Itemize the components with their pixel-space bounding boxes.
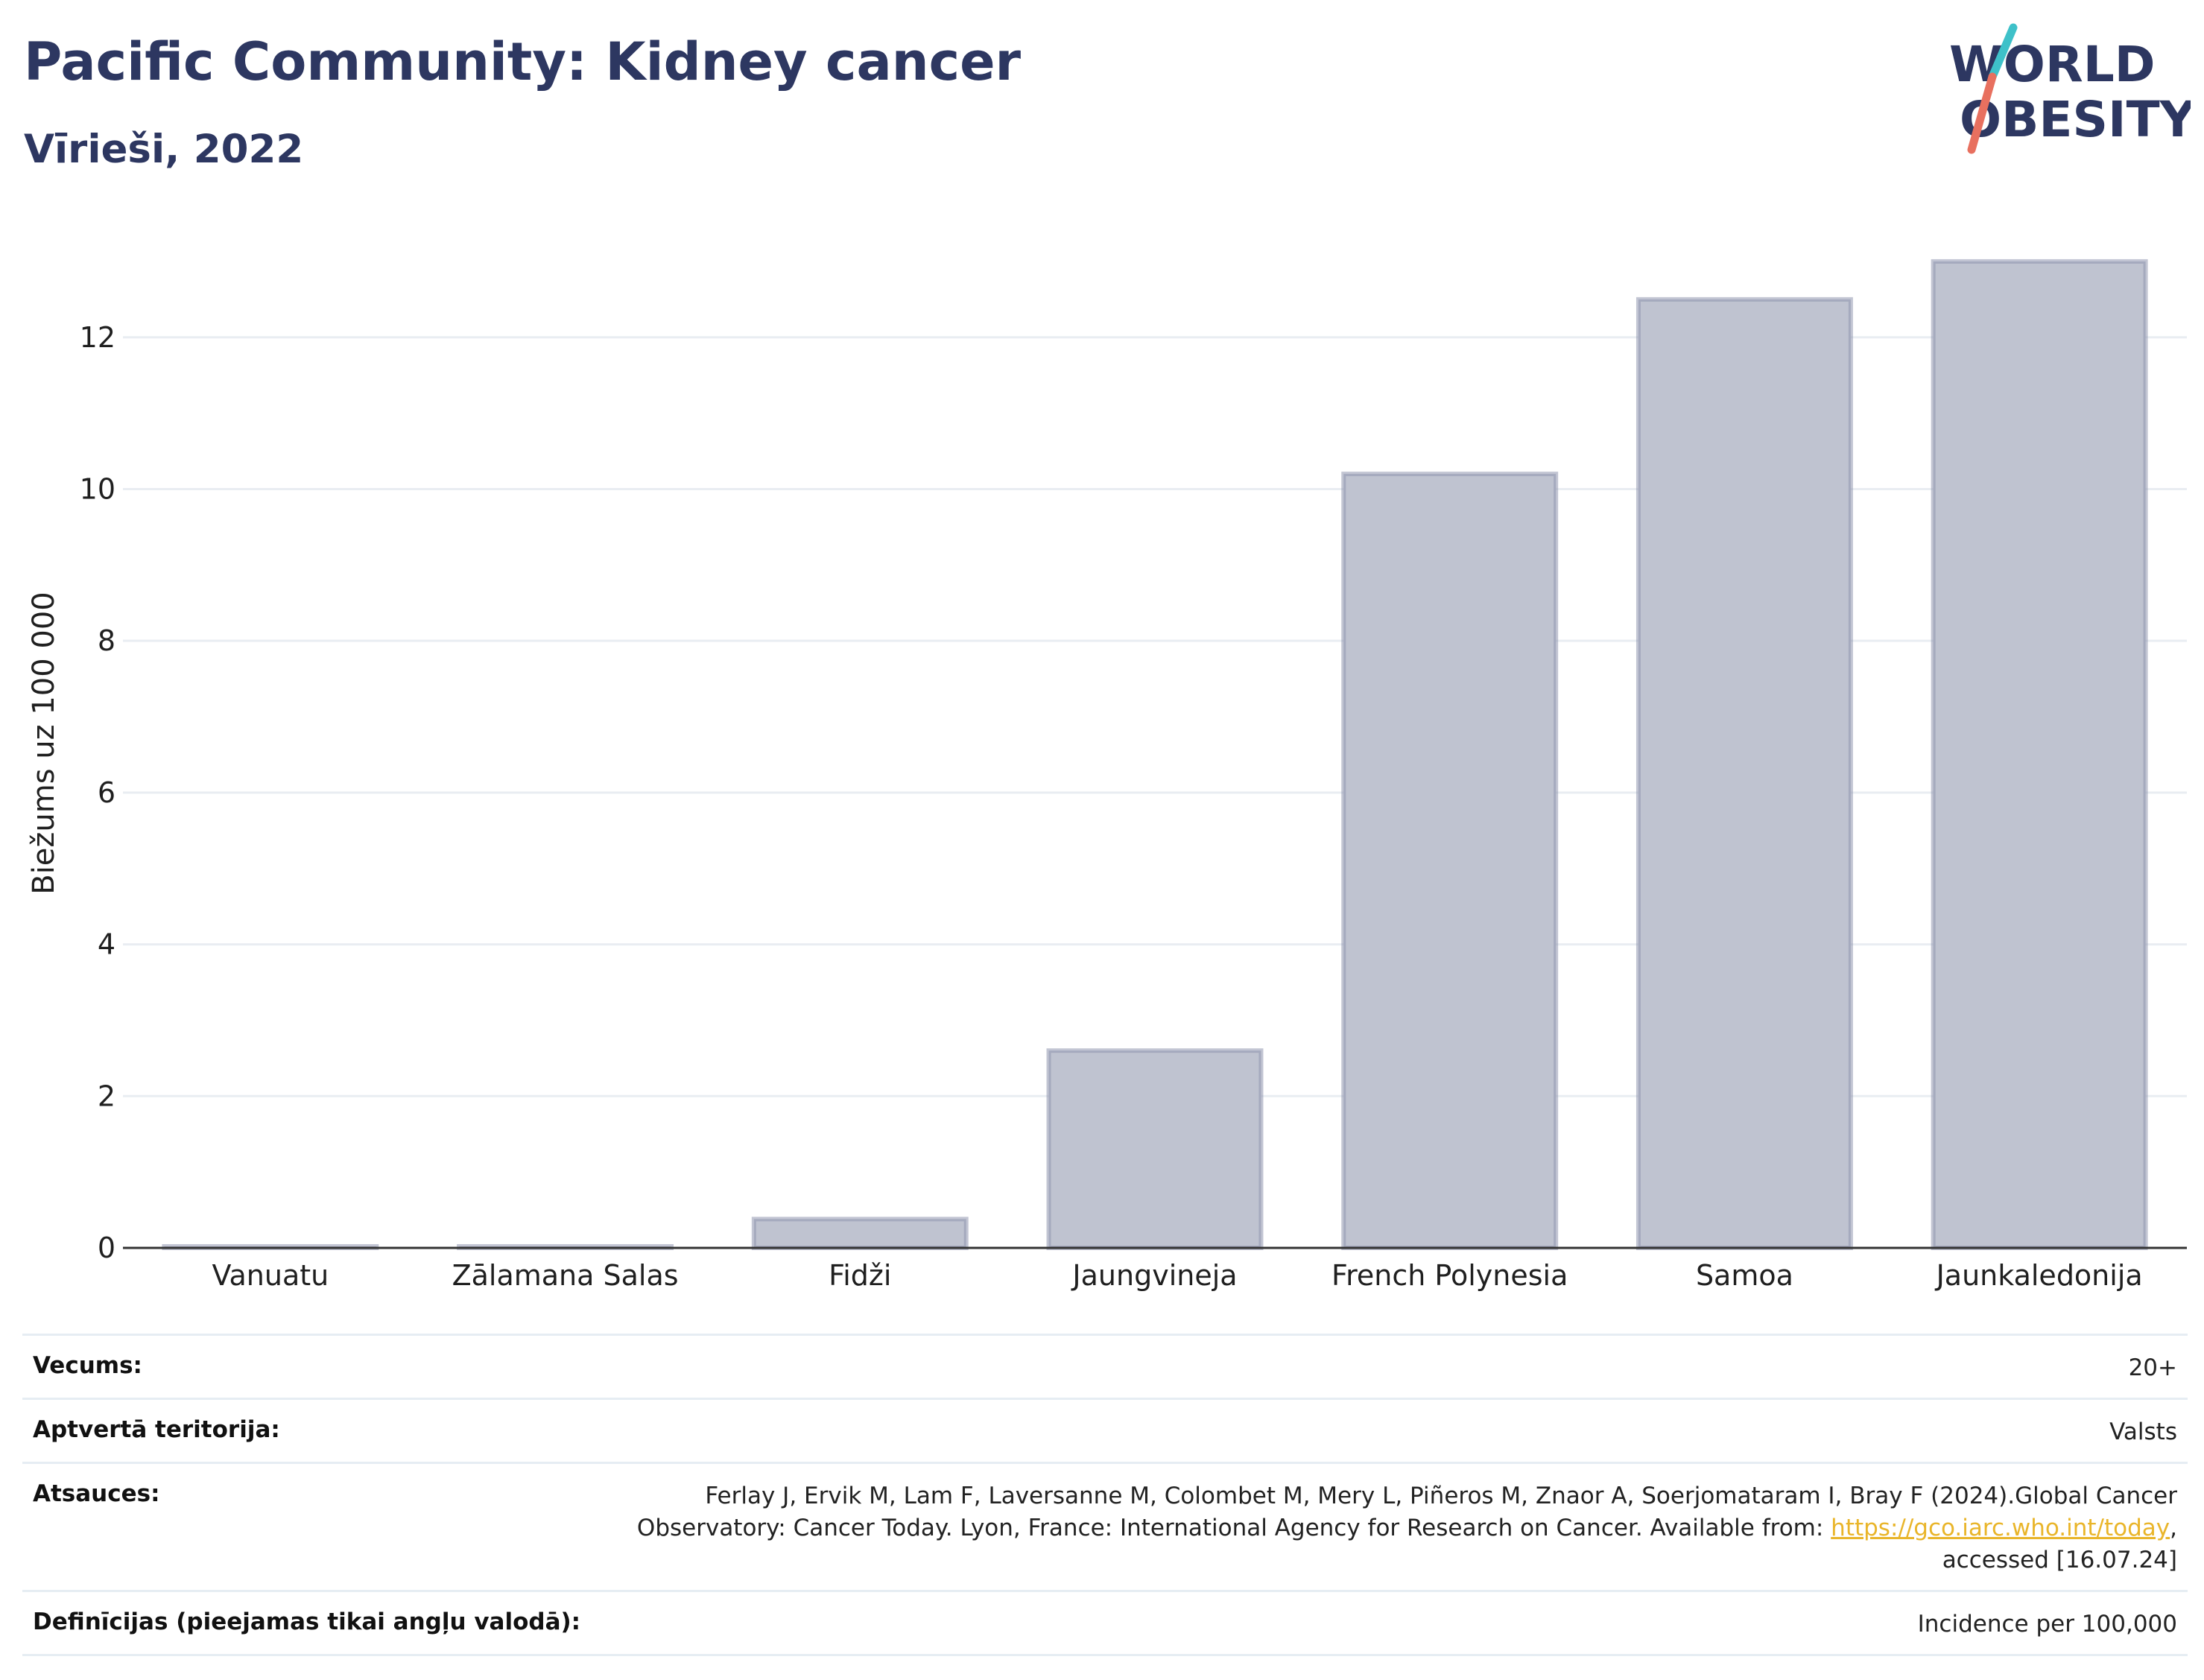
y-tick-label: 6: [98, 776, 115, 809]
y-tick-labels: 0 2 4 6 8 10 12: [80, 321, 115, 1264]
logo-line1: WORLD: [1949, 36, 2156, 93]
definitions-label: Definīcijas (pieejamas tikai angļu valod…: [33, 1608, 581, 1635]
reference-line1: Ferlay J, Ervik M, Lam F, Laversanne M, …: [705, 1483, 2177, 1509]
grid-lines: [123, 336, 2187, 1097]
age-value: 20+: [2128, 1354, 2177, 1381]
y-tick-label: 0: [98, 1232, 115, 1264]
x-tick-labels: Vanuatu Zālamana Salas Fidži Jaungvineja Fre…: [212, 1259, 2142, 1292]
references-value: Ferlay J, Ervik M, Lam F, Laversanne M, …: [501, 1480, 2177, 1576]
y-tick-label: 8: [98, 624, 115, 657]
x-tick-label: Jaunkaledonija: [1935, 1259, 2143, 1292]
x-tick-label: Zālamana Salas: [452, 1259, 679, 1292]
reference-line2: Observatory: Cancer Today. Lyon, France:…: [501, 1512, 2177, 1544]
reference-line3: accessed [16.07.24]: [1942, 1547, 2177, 1573]
x-tick-label: Fidži: [829, 1259, 891, 1292]
y-tick-label: 2: [98, 1080, 115, 1112]
x-tick-label: French Polynesia: [1331, 1259, 1568, 1292]
info-row-coverage: Aptvertā teritorija: Valsts: [22, 1398, 2188, 1462]
x-tick-label: Jaungvineja: [1071, 1259, 1237, 1292]
references-label: Atsauces:: [33, 1480, 160, 1507]
coverage-label: Aptvertā teritorija:: [33, 1416, 280, 1443]
age-label: Vecums:: [33, 1352, 142, 1379]
info-row-definitions: Definīcijas (pieejamas tikai angļu valod…: [22, 1590, 2188, 1656]
logo-slash-coral: [1967, 72, 1997, 154]
chart-title: Pacific Community: Kidney cancer: [24, 31, 1022, 92]
reference-link[interactable]: https://gco.iarc.who.int/today: [1831, 1515, 2170, 1541]
info-table: Vecums: 20+ Aptvertā teritorija: Valsts …: [22, 1334, 2188, 1656]
logo-slash-teal: [1988, 23, 2018, 81]
reference-line2-text: Observatory: Cancer Today. Lyon, France:…: [636, 1515, 1831, 1541]
coverage-value: Valsts: [2109, 1419, 2177, 1445]
world-obesity-logo: WORLD OBESITY: [1949, 23, 2191, 154]
bar: [1046, 1048, 1264, 1250]
y-tick-label: 10: [80, 472, 115, 505]
y-tick-label: 12: [80, 321, 115, 354]
x-tick-label: Vanuatu: [212, 1259, 329, 1292]
bar: [1931, 259, 2148, 1251]
info-row-age: Vecums: 20+: [22, 1334, 2188, 1398]
bars: [162, 259, 2148, 1251]
info-row-references: Atsauces: Ferlay J, Ervik M, Lam F, Lave…: [22, 1462, 2188, 1590]
bar: [1341, 472, 1559, 1250]
x-tick-label: Samoa: [1696, 1259, 1793, 1292]
logo-line2: OBESITY: [1960, 91, 2191, 148]
definitions-value: Incidence per 100,000: [1917, 1611, 2177, 1638]
y-axis-title: Biežums uz 100 000: [27, 592, 61, 895]
bar-chart: 0 2 4 6 8 10 12 Vanuatu Zālamana Salas Fidži Jaun…: [27, 259, 2187, 1292]
chart-subtitle: Vīrieši, 2022: [24, 127, 304, 172]
y-tick-label: 4: [98, 928, 115, 961]
reference-line2-end: ,: [2170, 1515, 2177, 1541]
bar: [1635, 297, 1853, 1251]
bar: [751, 1217, 969, 1250]
